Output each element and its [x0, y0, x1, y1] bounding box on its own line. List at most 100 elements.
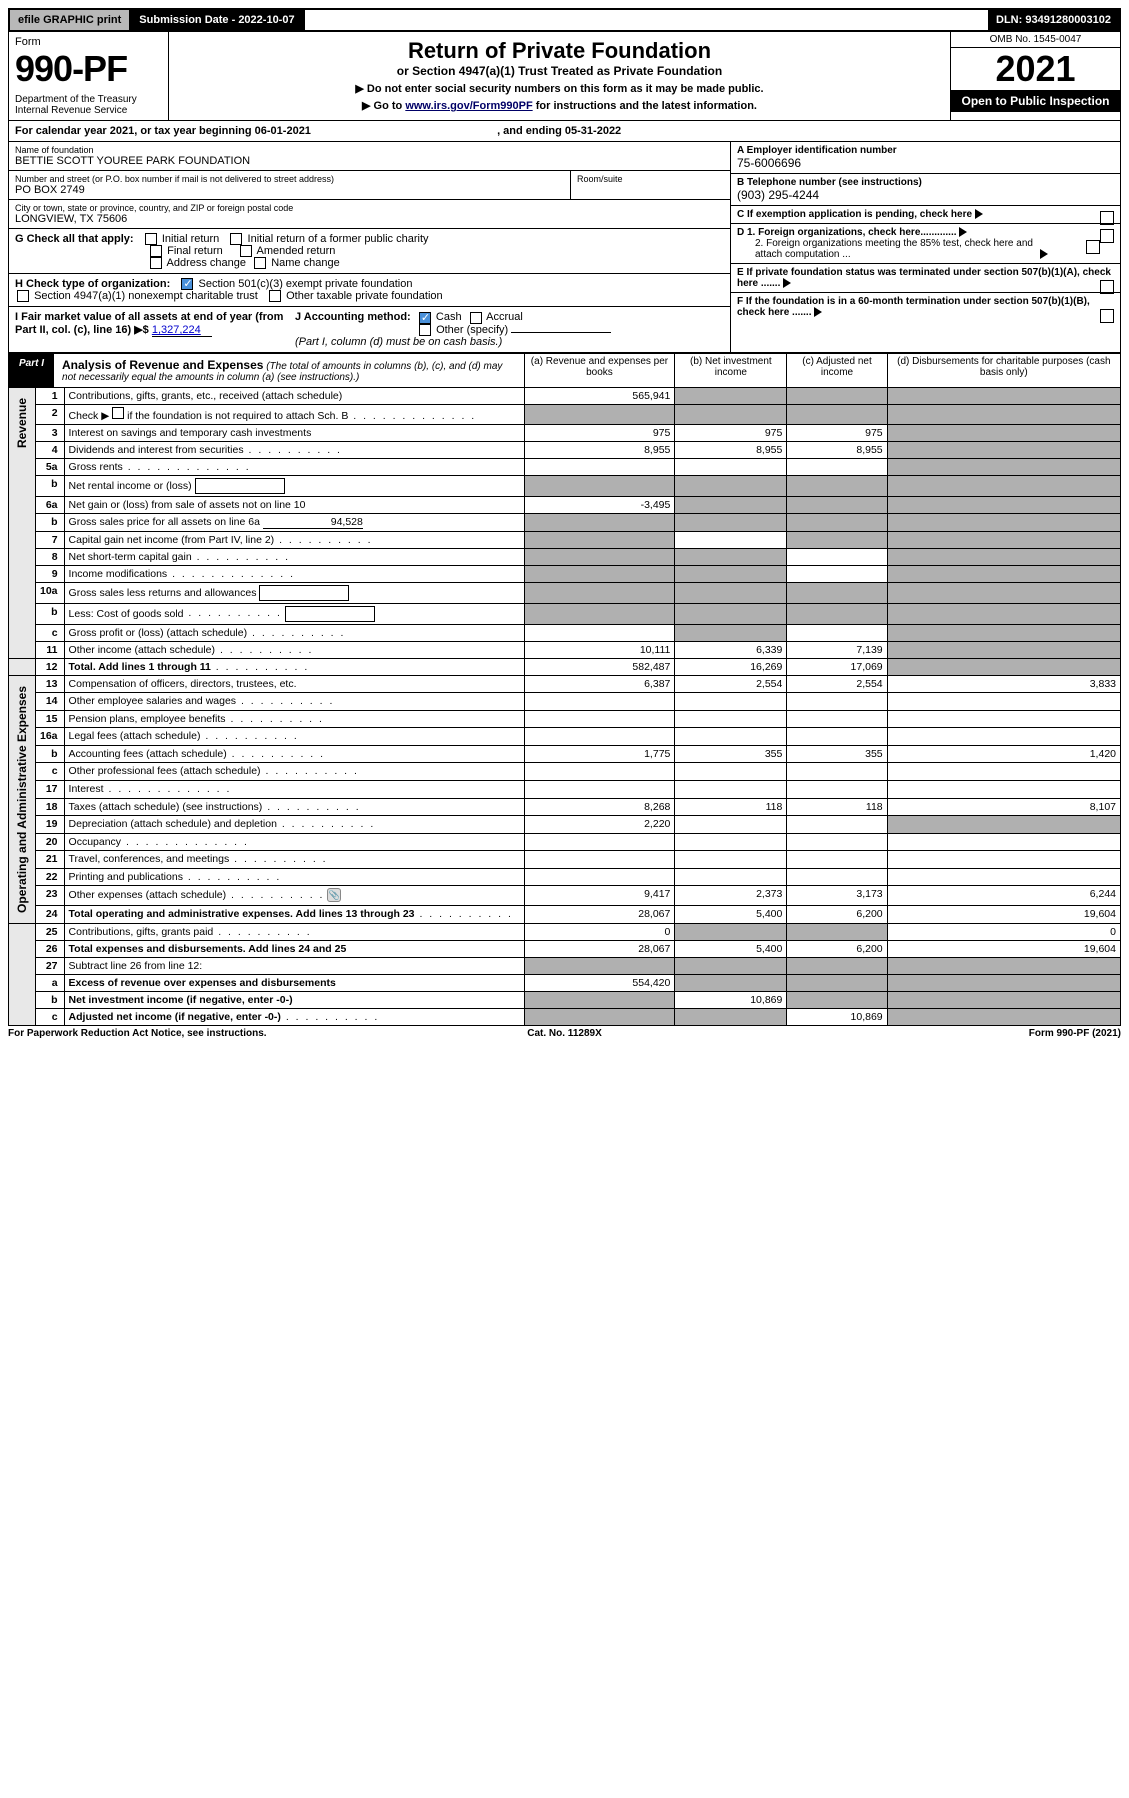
- h-opt-4947: Section 4947(a)(1) nonexempt charitable …: [34, 290, 258, 302]
- efile-print-button[interactable]: efile GRAPHIC print: [10, 10, 131, 30]
- cell-a: 8,268: [524, 798, 675, 816]
- table-row: 24 Total operating and administrative ex…: [9, 906, 1121, 924]
- amended-return-checkbox[interactable]: [240, 245, 252, 257]
- g-opt-public: Initial return of a former public charit…: [248, 233, 429, 245]
- col-a-header: (a) Revenue and expenses per books: [524, 353, 675, 387]
- footer-mid: Cat. No. 11289X: [379, 1028, 750, 1039]
- line-desc: Contributions, gifts, grants paid: [69, 926, 214, 938]
- line-desc: Dividends and interest from securities: [69, 444, 244, 456]
- line-desc: Net short-term capital gain: [69, 551, 192, 563]
- cell-d: 6,244: [887, 886, 1120, 906]
- table-row: b Less: Cost of goods sold: [9, 603, 1121, 624]
- line-num: 9: [36, 565, 65, 582]
- table-row: c Gross profit or (loss) (attach schedul…: [9, 624, 1121, 641]
- line-desc: Taxes (attach schedule) (see instruction…: [69, 801, 263, 813]
- cell-b: 16,269: [675, 658, 787, 675]
- e-checkbox[interactable]: [1100, 280, 1114, 294]
- cell-a: 28,067: [524, 906, 675, 924]
- j-accrual: Accrual: [486, 311, 523, 323]
- table-row: 21 Travel, conferences, and meetings: [9, 851, 1121, 869]
- c-checkbox[interactable]: [1100, 211, 1114, 225]
- fmv-value[interactable]: 1,327,224: [152, 324, 212, 337]
- tel-label: B Telephone number (see instructions): [737, 177, 922, 188]
- table-row: 19 Depreciation (attach schedule) and de…: [9, 816, 1121, 834]
- table-row: 11 Other income (attach schedule) 10,111…: [9, 641, 1121, 658]
- revenue-side-label: Revenue: [13, 390, 31, 456]
- section-g: G Check all that apply: Initial return I…: [9, 229, 730, 274]
- arrow-icon: [783, 278, 791, 288]
- line-desc: Net gain or (loss) from sale of assets n…: [64, 496, 524, 513]
- cell-c: 7,139: [787, 641, 887, 658]
- line-desc: Check ▶ if the foundation is not require…: [64, 404, 524, 424]
- line-num: 4: [36, 441, 65, 458]
- d1-checkbox[interactable]: [1100, 229, 1114, 243]
- line-num: 27: [36, 957, 65, 974]
- name-change-checkbox[interactable]: [254, 257, 266, 269]
- cell-d: 8,107: [887, 798, 1120, 816]
- other-method-checkbox[interactable]: [419, 324, 431, 336]
- cell-d: 0: [887, 923, 1120, 940]
- table-row: b Accounting fees (attach schedule) 1,77…: [9, 745, 1121, 763]
- cell-a: -3,495: [524, 496, 675, 513]
- table-row: 4 Dividends and interest from securities…: [9, 441, 1121, 458]
- cell-b: 6,339: [675, 641, 787, 658]
- line-num: b: [36, 513, 65, 531]
- attachment-icon[interactable]: 📎: [327, 888, 341, 902]
- table-row: Operating and Administrative Expenses 13…: [9, 675, 1121, 693]
- g-opt-addr: Address change: [167, 257, 247, 269]
- line-num: 6a: [36, 496, 65, 513]
- d1-label: D 1. Foreign organizations, check here..…: [737, 227, 957, 238]
- line-num: c: [36, 1008, 65, 1025]
- line-num: 12: [36, 658, 65, 675]
- final-return-checkbox[interactable]: [150, 245, 162, 257]
- cell-b: 118: [675, 798, 787, 816]
- table-row: 3 Interest on savings and temporary cash…: [9, 424, 1121, 441]
- line-desc: Income modifications: [69, 568, 168, 580]
- footer-right: Form 990-PF (2021): [750, 1028, 1121, 1039]
- j-cash: Cash: [436, 311, 462, 323]
- 501c3-checkbox[interactable]: [181, 278, 193, 290]
- line-num: 23: [36, 886, 65, 906]
- dln: DLN: 93491280003102: [988, 10, 1119, 30]
- cell-b: 8,955: [675, 441, 787, 458]
- line-num: 26: [36, 940, 65, 957]
- line-desc: Travel, conferences, and meetings: [69, 853, 230, 865]
- initial-return-checkbox[interactable]: [145, 233, 157, 245]
- line-num: 24: [36, 906, 65, 924]
- schb-checkbox[interactable]: [112, 407, 124, 419]
- form990pf-link[interactable]: www.irs.gov/Form990PF: [405, 100, 532, 112]
- accrual-checkbox[interactable]: [470, 312, 482, 324]
- calyear-pre: For calendar year 2021, or tax year begi…: [15, 125, 255, 137]
- calyear-mid: , and ending: [497, 125, 565, 137]
- line-desc: Occupancy: [69, 836, 122, 848]
- cash-checkbox[interactable]: [419, 312, 431, 324]
- line-num: 15: [36, 710, 65, 728]
- calendar-year-row: For calendar year 2021, or tax year begi…: [8, 121, 1121, 142]
- initial-public-checkbox[interactable]: [230, 233, 242, 245]
- line-desc: Legal fees (attach schedule): [69, 730, 201, 742]
- d2-checkbox[interactable]: [1086, 240, 1100, 254]
- sales-price: 94,528: [263, 516, 363, 529]
- omb-number: OMB No. 1545-0047: [951, 32, 1120, 48]
- arrow-icon: [975, 209, 983, 219]
- line-desc: Total operating and administrative expen…: [69, 908, 415, 920]
- other-taxable-checkbox[interactable]: [269, 290, 281, 302]
- address-change-checkbox[interactable]: [150, 257, 162, 269]
- f-checkbox[interactable]: [1100, 309, 1114, 323]
- cell-a: 6,387: [524, 675, 675, 693]
- cell-b: 2,373: [675, 886, 787, 906]
- 4947a1-checkbox[interactable]: [17, 290, 29, 302]
- e-label: E If private foundation status was termi…: [737, 267, 1111, 289]
- line-desc: Gross sales price for all assets on line…: [69, 516, 260, 528]
- footer-left: For Paperwork Reduction Act Notice, see …: [8, 1028, 379, 1039]
- cell-a: 28,067: [524, 940, 675, 957]
- cell-d: 19,604: [887, 906, 1120, 924]
- line-num: 1: [36, 387, 65, 404]
- cell-c: 6,200: [787, 940, 887, 957]
- address-label: Number and street (or P.O. box number if…: [15, 174, 564, 184]
- entity-info: Name of foundation BETTIE SCOTT YOUREE P…: [8, 142, 1121, 353]
- h-opt-501c3: Section 501(c)(3) exempt private foundat…: [198, 278, 412, 290]
- line-desc: Adjusted net income (if negative, enter …: [69, 1011, 281, 1023]
- f-label: F If the foundation is in a 60-month ter…: [737, 296, 1090, 318]
- section-ij: I Fair market value of all assets at end…: [9, 307, 730, 351]
